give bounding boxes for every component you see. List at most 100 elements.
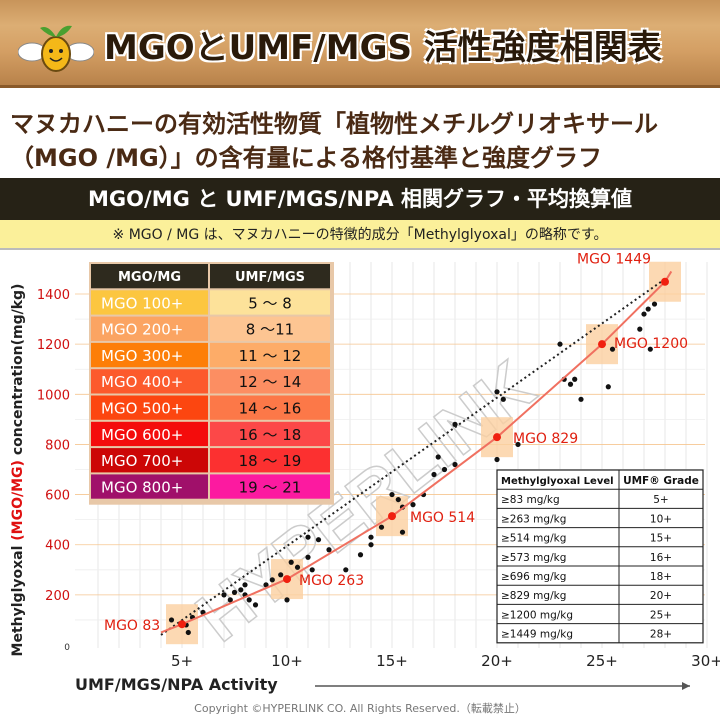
curve-point — [493, 433, 501, 442]
subtitle-line-1: マヌカハニーの有効活性物質「植物性メチルグリオキサール — [10, 110, 658, 138]
grade-table-cell — [91, 316, 208, 341]
x-tick-label: 10+ — [271, 652, 303, 670]
x-tick-label: 20+ — [481, 652, 513, 670]
scatter-point — [343, 567, 349, 573]
grade-mgo: MGO 800+ — [101, 478, 183, 496]
curve-point-label: MGO 514 — [410, 510, 475, 526]
grade-table-header: UMF/MGS — [235, 270, 305, 285]
x-axis-label: UMF/MGS/NPA Activity — [75, 675, 278, 694]
grade-table-cell — [210, 448, 330, 473]
curve-point — [598, 340, 606, 349]
y-tick-label: 800 — [45, 438, 70, 453]
curve-point-label: MGO 829 — [513, 431, 578, 447]
y-tick-label: 1400 — [37, 288, 70, 303]
umf-grade: 28+ — [650, 629, 672, 641]
grade-mgo: MGO 400+ — [101, 373, 183, 391]
scatter-point — [378, 524, 385, 530]
y-tick-label: 1200 — [37, 338, 70, 353]
scatter-point — [452, 461, 458, 468]
scatter-point — [238, 587, 244, 593]
scatter-point — [242, 582, 248, 588]
note: ※ MGO / MG は、マヌカハニーの特徴的成分「Methylglyoxal」… — [0, 220, 720, 250]
grade-table-cell — [210, 474, 330, 499]
y-axis-label-part: Methylglyoxal — [10, 541, 26, 657]
scatter-point — [357, 552, 364, 558]
scatter-point — [435, 454, 441, 460]
grade-umf: 5 ～ 8 — [248, 294, 292, 312]
grade-table-cell — [91, 369, 208, 394]
y-axis-label: Methylglyoxal (MGO/MG) concentration(mg/… — [10, 284, 26, 657]
grade-umf: 14 ～ 16 — [239, 400, 302, 418]
umf-grade: 16+ — [650, 552, 672, 564]
y-tick-label: 400 — [45, 539, 70, 554]
x-tick-label: 25+ — [586, 652, 618, 670]
scatter-point — [269, 577, 275, 583]
grade-umf: 11 ～ 12 — [239, 347, 302, 365]
umf-table — [496, 469, 704, 644]
arrow-head-icon — [682, 682, 690, 690]
umf-level: ≥573 mg/kg — [501, 552, 566, 564]
grade-table-cell — [210, 290, 330, 315]
grade-umf: 18 ～ 19 — [239, 452, 302, 470]
subtitle-line-2: （MGO /MG）」の含有量による格付基準と強度グラフ — [10, 144, 602, 172]
y-tick-label: 200 — [45, 589, 70, 604]
scatter-point — [288, 559, 294, 565]
umf-level: ≥696 mg/kg — [501, 571, 566, 583]
section-band: MGO/MG と UMF/MGS/NPA 相関グラフ・平均換算値 — [0, 178, 720, 220]
grade-table-cell — [210, 342, 330, 368]
grade-table-cell — [91, 474, 208, 499]
scatter-point — [572, 376, 578, 382]
umf-level: ≥829 mg/kg — [501, 590, 566, 602]
umf-level: ≥263 mg/kg — [501, 513, 566, 525]
scatter-point — [246, 597, 252, 603]
umf-level: ≥514 mg/kg — [501, 533, 566, 545]
scatter-point — [609, 346, 616, 352]
scatter-point — [567, 381, 574, 387]
curve-point-label: MGO 1449 — [577, 252, 651, 268]
scatter-point — [278, 572, 284, 578]
y-tick-label: 0 — [64, 643, 70, 653]
grade-table-header: MGO/MG — [118, 270, 181, 285]
curve-point — [661, 277, 669, 286]
header-banner: MGOとUMF/MGS 活性強度相関表 — [0, 0, 720, 88]
curve-point-label: MGO 263 — [299, 573, 364, 589]
umf-grade: 10+ — [650, 513, 672, 525]
scatter-point — [309, 567, 315, 573]
grade-umf: 19 ～ 21 — [239, 478, 302, 496]
scatter-point — [410, 502, 416, 508]
scatter-point — [368, 534, 374, 540]
grade-mgo: MGO 100+ — [101, 294, 183, 312]
scatter-point — [263, 582, 269, 588]
umf-grade: 15+ — [650, 533, 672, 545]
grade-table-cell — [91, 395, 208, 420]
umf-level: ≥83 mg/kg — [501, 494, 560, 506]
scatter-point — [305, 534, 311, 540]
umf-grade: 5+ — [653, 494, 668, 506]
scatter-point — [645, 306, 651, 312]
x-tick-label: 30+ — [691, 652, 720, 670]
grade-umf: 8 ～11 — [246, 321, 294, 339]
scatter-point — [231, 589, 238, 595]
scatter-point — [441, 466, 448, 473]
scatter-point — [578, 396, 584, 402]
scatter-point — [326, 547, 332, 553]
grade-table-cell — [210, 369, 330, 394]
y-axis-label-part: (MGO/MG) — [10, 460, 26, 541]
grade-table-cell — [91, 448, 208, 473]
scatter-point — [221, 592, 227, 598]
curve-point — [178, 620, 186, 629]
grade-table-cell — [91, 342, 208, 368]
umf-level: ≥1449 mg/kg — [501, 629, 573, 641]
umf-table-header: UMF® Grade — [623, 475, 699, 487]
x-tick-label: 15+ — [376, 652, 408, 670]
scatter-point — [315, 537, 322, 543]
scatter-point — [389, 491, 395, 498]
y-tick-label: 600 — [45, 489, 70, 504]
grade-table-cell — [210, 421, 330, 447]
grade-table-cell — [210, 395, 330, 420]
grade-mgo: MGO 200+ — [101, 321, 183, 339]
scatter-point — [284, 597, 290, 603]
scatter-point — [641, 311, 647, 317]
grade-mgo: MGO 500+ — [101, 400, 183, 418]
